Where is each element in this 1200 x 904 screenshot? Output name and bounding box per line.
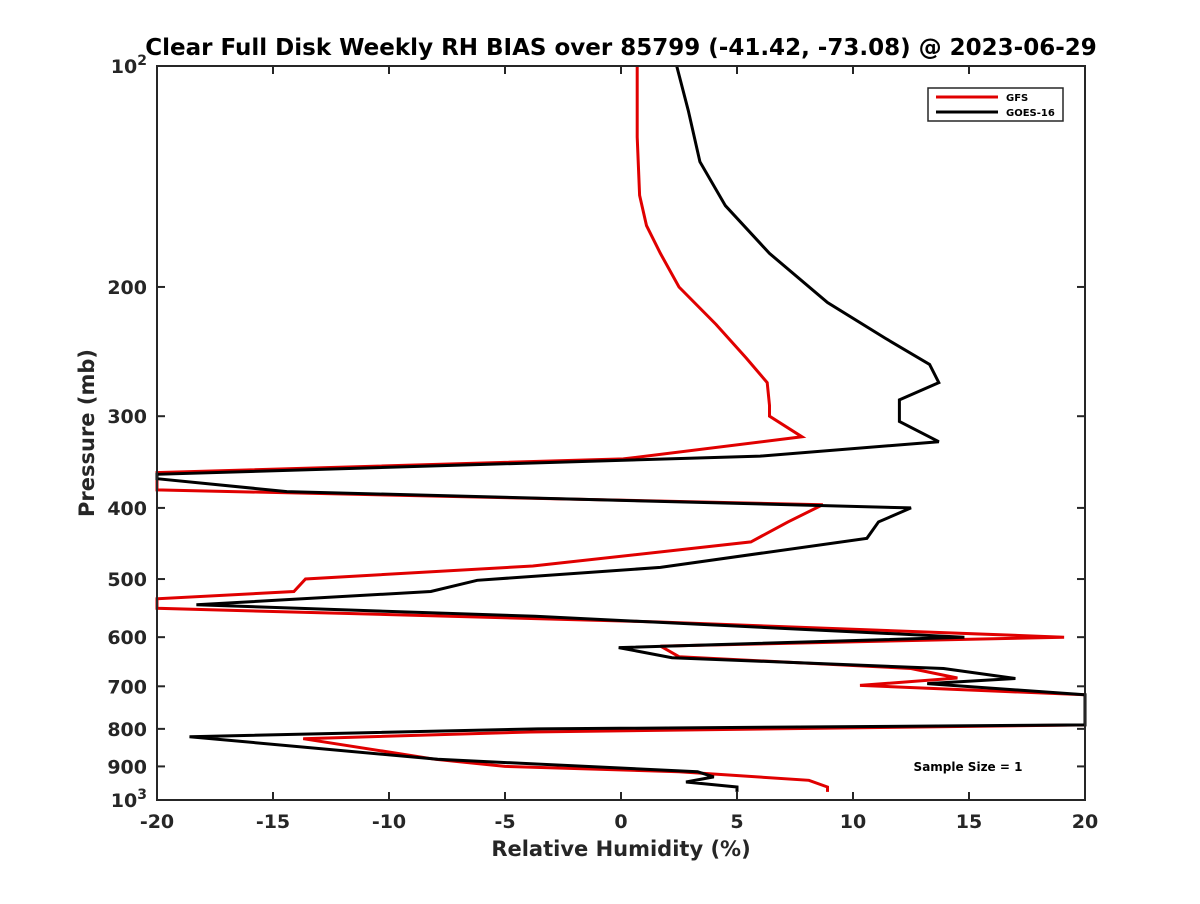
x-tick-label: -15 [256,811,290,833]
legend-box [927,87,1064,122]
y-tick-label: 200 [107,277,147,299]
y-tick-label-exponent: 2 [137,53,147,69]
x-tick-label: 20 [1072,811,1098,833]
y-tick-label: 600 [107,627,147,649]
x-tick-label: 15 [956,811,982,833]
chart-title: Clear Full Disk Weekly RH BIAS over 8579… [145,35,1097,61]
axis-ticks: -20 -15 -10 -5 0 5 10 15 20102200300400500600700… [107,53,1098,833]
legend-label: GFS [1006,93,1028,104]
sample-size-annotation: Sample Size = 1 [914,760,1023,774]
x-tick-label: 0 [614,811,627,833]
y-tick-label: 400 [107,498,147,520]
x-tick-label: -10 [372,811,406,833]
y-tick-label: 103 [111,787,147,812]
y-tick-label: 102 [111,53,147,78]
y-tick-label: 800 [107,719,147,741]
x-axis-label: Relative Humidity (%) [491,837,750,861]
series-line-gfs [155,66,1087,792]
y-tick-label-exponent: 3 [137,787,147,803]
y-tick-label-base: 10 [111,56,137,78]
axes-box [156,65,1086,801]
y-tick-label: 300 [107,406,147,428]
x-tick-label: -5 [494,811,515,833]
x-tick-label: -20 [140,811,174,833]
x-tick-label: 10 [840,811,866,833]
y-tick-label: 700 [107,676,147,698]
legend: GFS GOES-16 [927,87,1064,122]
series-line-goes-16 [155,65,1087,792]
legend-label: GOES-16 [1006,108,1055,119]
plot-area [155,65,1087,792]
y-tick-label: 500 [107,569,147,591]
y-axis-label: Pressure (mb) [75,349,99,517]
y-tick-label-base: 10 [111,790,137,812]
x-tick-label: 5 [730,811,743,833]
y-tick-label: 900 [107,756,147,778]
